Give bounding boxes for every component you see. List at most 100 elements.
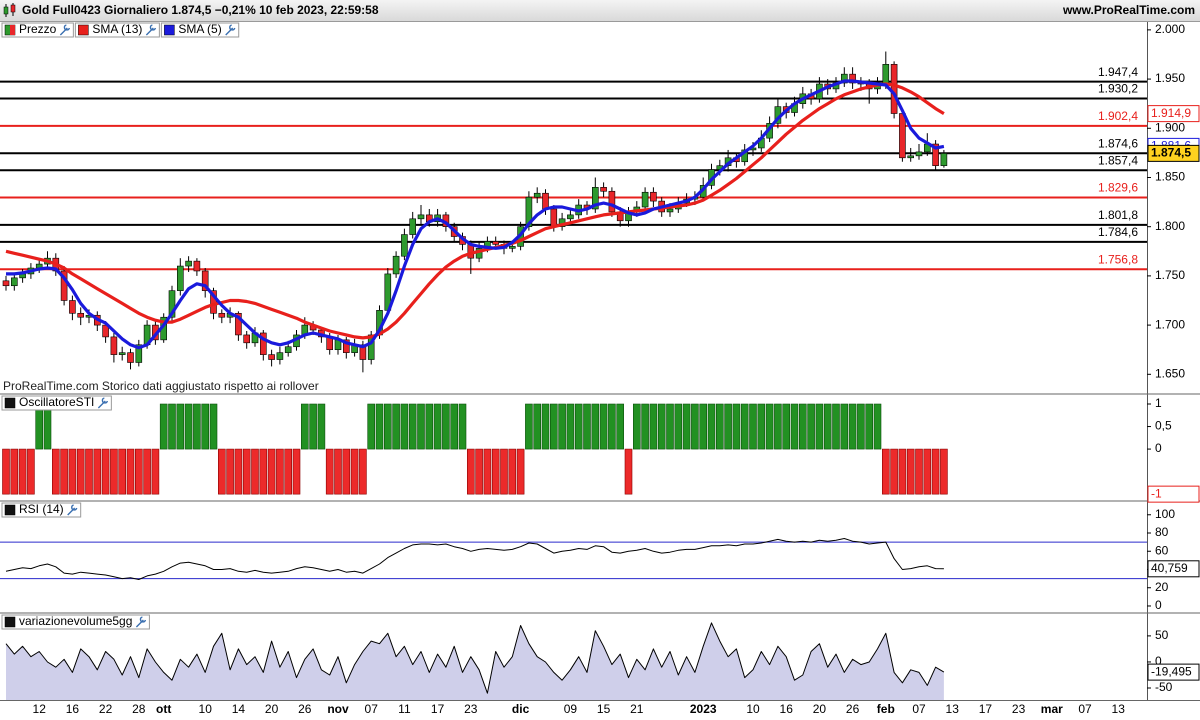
y-tick-label: -50 — [1155, 680, 1173, 694]
x-tick-label: 2023 — [690, 702, 717, 716]
oscillator-bar — [226, 448, 234, 495]
y-tick-label: 2.000 — [1155, 22, 1185, 36]
legend-swatch — [4, 397, 16, 409]
x-tick-label: 20 — [265, 702, 279, 716]
x-tick-label: 10 — [199, 702, 213, 716]
x-tick-label: 13 — [946, 702, 960, 716]
oscillator-bar — [276, 448, 284, 495]
oscillator-bar — [541, 403, 550, 450]
oscillator-bar — [599, 403, 608, 450]
oscillator-bar — [516, 448, 525, 495]
y-tick-label: 1.900 — [1155, 120, 1185, 134]
axis-tag-label: -1 — [1151, 486, 1162, 500]
oscillator-bar — [359, 448, 367, 495]
oscillator-bar — [2, 448, 10, 495]
oscillator-bar — [176, 403, 185, 450]
level-label: 1.930,2 — [1098, 82, 1138, 96]
candle-body — [284, 346, 292, 353]
x-tick-label: 07 — [912, 702, 926, 716]
candle-body — [882, 64, 890, 85]
x-tick-label: 13 — [1112, 702, 1126, 716]
oscillator-bar — [873, 403, 882, 450]
level-label: 1.829,6 — [1098, 181, 1138, 195]
oscillator-bar — [242, 448, 251, 495]
legend-label: Prezzo — [19, 22, 57, 36]
candle-body — [567, 214, 574, 220]
legend-label: variazionevolume5gg — [19, 614, 132, 628]
candle-body — [210, 290, 217, 314]
y-tick-label: 50 — [1155, 628, 1169, 642]
oscillator-bar — [151, 448, 160, 495]
oscillator-bar — [940, 448, 948, 495]
x-tick-label: 17 — [431, 702, 445, 716]
x-tick-label: 20 — [813, 702, 827, 716]
oscillator-bar — [757, 403, 766, 450]
oscillator-bar — [159, 403, 168, 450]
candle-body — [193, 260, 201, 272]
oscillator-bar — [433, 403, 442, 450]
oscillator-bar — [10, 448, 19, 495]
oscillator-bar — [583, 403, 591, 450]
oscillator-bar — [18, 448, 27, 495]
x-tick-label: 11 — [398, 702, 411, 716]
oscillator-bar — [790, 403, 799, 450]
candle-body — [367, 334, 375, 360]
oscillator-bar — [143, 448, 151, 495]
oscillator-bar — [591, 403, 600, 450]
oscillator-bar — [76, 448, 85, 495]
oscillator-bar — [533, 403, 542, 450]
oscillator-bar — [865, 403, 874, 450]
x-tick-label: feb — [877, 702, 895, 716]
oscillator-bar — [724, 403, 732, 450]
legend-label: SMA (5) — [178, 22, 221, 36]
x-tick-label: nov — [327, 702, 349, 716]
oscillator-bar — [60, 448, 68, 495]
oscillator-bar — [566, 403, 575, 450]
oscillator-bar — [68, 448, 77, 495]
y-tick-label: 1.750 — [1155, 268, 1185, 282]
candle-body — [243, 334, 250, 344]
wrench-icon — [225, 24, 236, 36]
oscillator-bar — [342, 448, 351, 495]
legend-swatch — [4, 616, 16, 628]
oscillator-bar — [508, 448, 517, 495]
oscillator-bar — [774, 403, 782, 450]
candle-body — [177, 265, 184, 291]
oscillator-bar — [126, 448, 135, 495]
watermark-note: ProRealTime.com Storico dati aggiustato … — [3, 379, 319, 393]
oscillator-bar — [815, 403, 824, 450]
oscillator-bar — [857, 403, 865, 450]
candle-body — [508, 246, 516, 249]
level-label: 1.947,4 — [1098, 65, 1138, 79]
oscillator-bar — [184, 403, 193, 450]
legend-label: RSI (14) — [19, 502, 64, 516]
candle-body — [11, 277, 18, 287]
x-tick-label: 16 — [780, 702, 794, 716]
x-tick-label: 14 — [232, 702, 246, 716]
candle-body — [932, 143, 939, 166]
oscillator-bar — [110, 448, 118, 495]
x-tick-label: 23 — [464, 702, 478, 716]
oscillator-bar — [649, 403, 658, 450]
oscillator-bar — [906, 448, 915, 495]
candle-body — [600, 187, 607, 192]
candle-body — [650, 191, 657, 202]
header-title: Gold Full0423 Giornaliero 1.874,5 −0,21%… — [22, 3, 379, 17]
y-tick-label: 1 — [1155, 396, 1162, 410]
oscillator-bar — [890, 448, 898, 495]
candle-body — [235, 312, 242, 336]
wrench-icon — [135, 616, 147, 628]
oscillator-bar — [309, 403, 317, 450]
oscillator-bar — [350, 448, 359, 495]
legend-frame — [1, 614, 150, 630]
oscillator-bar — [375, 403, 384, 450]
oscillator-bar — [732, 403, 741, 450]
level-label: 1.902,4 — [1098, 109, 1138, 123]
oscillator-bar — [458, 403, 467, 450]
x-tick-label: 22 — [99, 702, 113, 716]
oscillator-bar — [392, 403, 400, 450]
candle-body — [840, 73, 848, 84]
candle-body — [110, 336, 118, 355]
oscillator-bar — [500, 448, 508, 495]
